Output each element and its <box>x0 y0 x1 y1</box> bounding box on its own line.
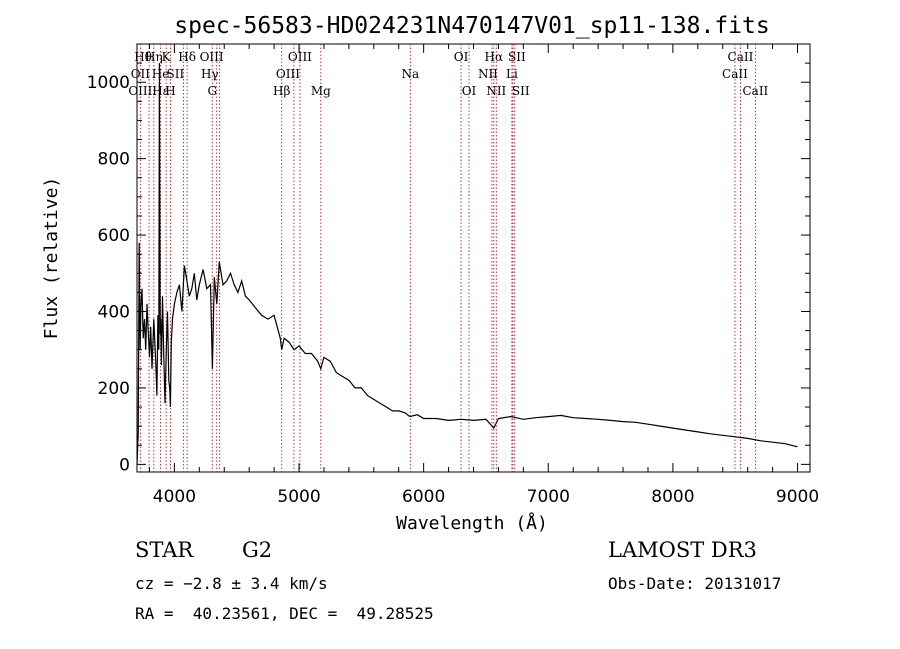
redshift-readout: cz = −2.8 ± 3.4 km/s <box>135 574 328 593</box>
line-label: SII <box>512 84 530 98</box>
x-tick-label: 5000 <box>277 487 320 507</box>
line-label: OIII <box>288 50 312 64</box>
object-class: STAR <box>135 538 194 562</box>
line-label: Li <box>506 67 518 81</box>
y-tick-label: 200 <box>98 379 130 399</box>
object-subclass: G2 <box>242 538 273 562</box>
line-label: Mg <box>311 84 331 98</box>
line-label: CaII <box>728 50 754 64</box>
line-label: Hβ <box>273 84 290 98</box>
x-tick-label: 4000 <box>153 487 196 507</box>
line-label: Hδ <box>178 50 196 64</box>
line-label: OIII <box>200 50 224 64</box>
spectrum-series <box>136 63 798 465</box>
line-label: OI <box>462 84 477 98</box>
line-label: Na <box>401 67 419 81</box>
line-label: NII <box>478 67 498 81</box>
y-tick-label: 400 <box>98 303 130 323</box>
axis-ticks: 4000 5000 6000 7000 8000 9000 0 200 400 600 800 100… <box>87 44 819 507</box>
line-label: K <box>162 50 172 64</box>
y-tick-label: 600 <box>98 226 130 246</box>
x-axis-label: Wavelength (Å) <box>396 512 548 534</box>
y-axis-label: Flux (relative) <box>41 177 62 340</box>
line-label: Hη <box>145 50 163 64</box>
line-label: SII <box>167 67 185 81</box>
plot-frame <box>136 43 811 473</box>
line-label: SII <box>508 50 526 64</box>
line-label: OII <box>131 67 151 81</box>
line-markers <box>139 44 756 472</box>
x-tick-label: 9000 <box>776 487 819 507</box>
chart-title: spec-56583-HD024231N470147V01_sp11-138.f… <box>174 13 769 39</box>
line-label: NII <box>486 84 506 98</box>
line-labels: Hθ OII OIII Hη He Hε K H SII Hδ G Hγ OIII Hβ OIII OIII M… <box>128 50 768 98</box>
obs-date: Obs-Date: 20131017 <box>608 574 782 593</box>
line-label: Hγ <box>201 67 219 81</box>
x-tick-label: 6000 <box>402 487 445 507</box>
line-label: CaII <box>742 84 768 98</box>
line-label: OIII <box>276 67 300 81</box>
y-tick-label: 0 <box>119 455 130 475</box>
line-label: He <box>152 67 170 81</box>
x-tick-label: 8000 <box>651 487 694 507</box>
survey-name: LAMOST DR3 <box>608 538 757 562</box>
line-label: OIII <box>128 84 152 98</box>
line-label: G <box>207 84 217 98</box>
y-tick-label: 800 <box>98 150 130 170</box>
line-label: Hα <box>485 50 504 64</box>
line-label: Hθ <box>134 50 152 64</box>
line-label: H <box>165 84 175 98</box>
line-label: CaII <box>722 67 748 81</box>
x-tick-label: 7000 <box>527 487 570 507</box>
coordinates: RA = 40.23561, DEC = 49.28525 <box>135 604 434 623</box>
y-tick-label: 1000 <box>87 73 130 93</box>
line-label: OI <box>454 50 469 64</box>
line-label: Hε <box>152 84 169 98</box>
